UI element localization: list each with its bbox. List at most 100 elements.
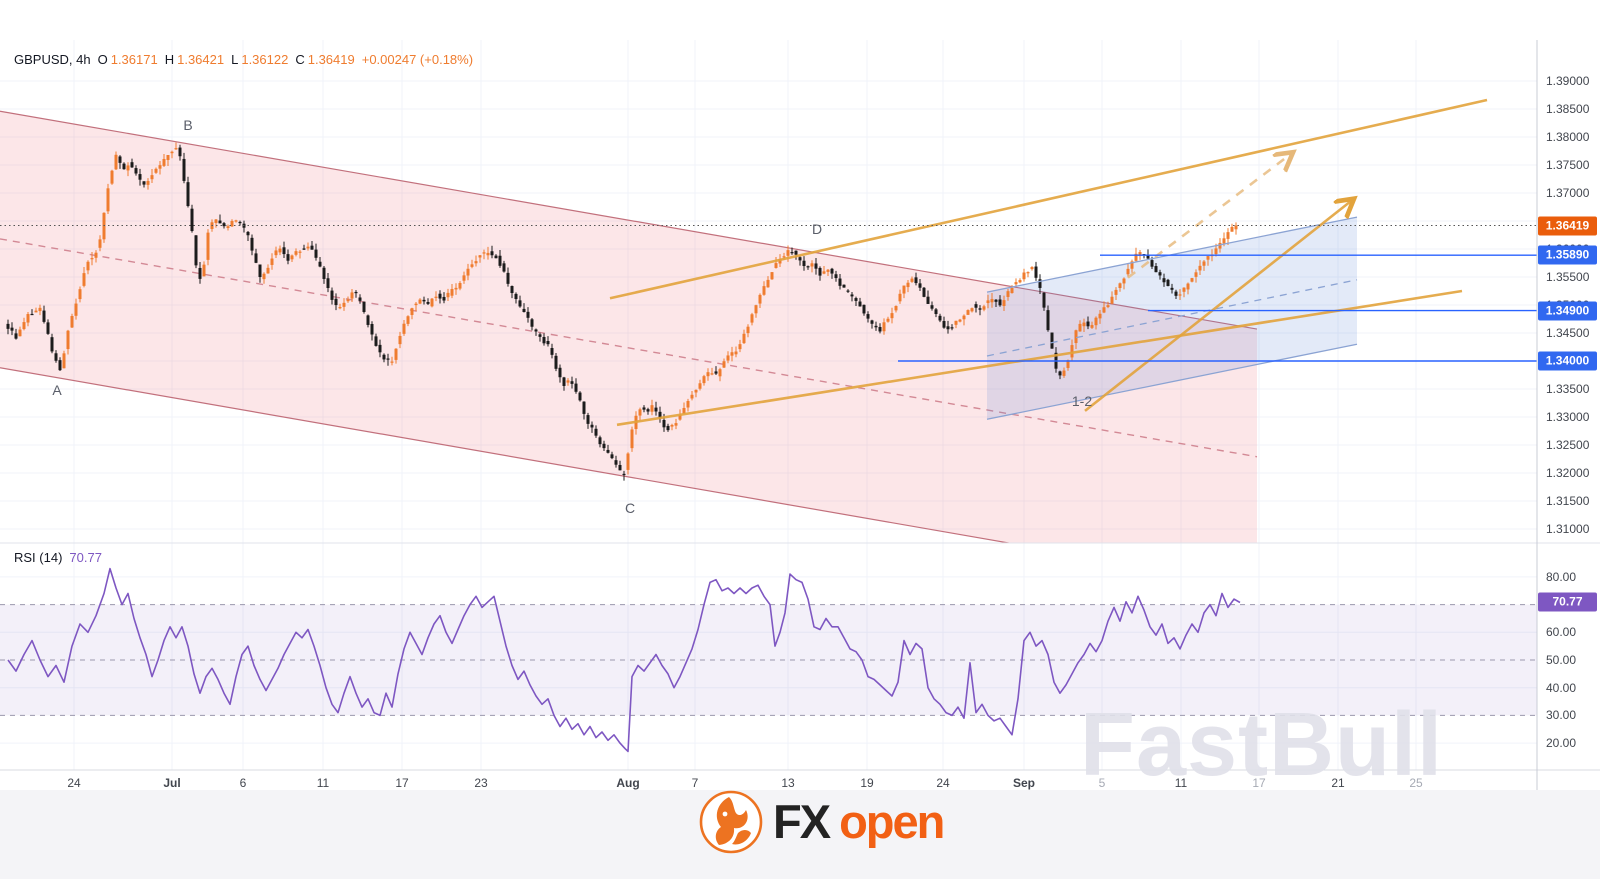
- candle: [1174, 291, 1178, 296]
- candle: [930, 305, 934, 309]
- candle: [98, 239, 102, 248]
- main-pane: A B C D 1-2: [0, 98, 1537, 586]
- candle: [182, 158, 186, 181]
- rsi-label: RSI (14): [14, 550, 63, 565]
- candle: [190, 208, 194, 232]
- candle: [234, 220, 238, 222]
- candle: [310, 245, 314, 250]
- candle: [938, 315, 942, 321]
- candle: [158, 165, 162, 169]
- candle: [370, 324, 374, 335]
- candle: [186, 182, 190, 207]
- candle: [54, 353, 58, 361]
- candle: [338, 307, 342, 309]
- candle: [26, 314, 30, 323]
- candle: [1234, 225, 1238, 230]
- candle: [1130, 261, 1134, 269]
- candle: [650, 405, 654, 412]
- candle: [1114, 289, 1118, 295]
- candle: [138, 174, 142, 180]
- dashed-projection-arrow[interactable]: [1127, 154, 1291, 279]
- lower-orange-trendline[interactable]: [616, 289, 1463, 427]
- candle: [262, 273, 266, 280]
- time-tick-label: 23: [474, 776, 488, 790]
- rsi-tick-label: 40.00: [1546, 680, 1577, 695]
- candle: [1166, 279, 1170, 286]
- candle: [886, 318, 890, 322]
- high-value: 1.36421: [177, 52, 225, 67]
- candle: [630, 429, 634, 449]
- low-value: 1.36122: [241, 52, 289, 67]
- descending-channel-lower-line[interactable]: [0, 367, 1257, 586]
- candle: [406, 316, 410, 324]
- ascending-channel-lower-line[interactable]: [986, 343, 1358, 420]
- candle: [502, 263, 506, 272]
- ascending-channel-median-line[interactable]: [986, 279, 1358, 357]
- candle: [1022, 272, 1026, 280]
- candle: [786, 250, 790, 256]
- candle: [354, 291, 358, 294]
- candle: [758, 294, 762, 304]
- level-price-badge: 1.34900: [1538, 301, 1597, 321]
- candle: [550, 348, 554, 355]
- logo-open-text: open: [839, 795, 945, 848]
- candle: [1154, 266, 1158, 273]
- candle: [146, 181, 150, 185]
- candle: [350, 292, 354, 299]
- candle: [922, 287, 926, 297]
- price-tick-label: 1.38000: [1546, 130, 1590, 144]
- candle: [862, 304, 866, 314]
- candle: [362, 301, 366, 312]
- candle: [394, 348, 398, 360]
- candle: [534, 329, 538, 332]
- upper-orange-trendline[interactable]: [609, 98, 1488, 300]
- close-label: C: [295, 52, 305, 67]
- candle: [1102, 307, 1106, 313]
- candle: [762, 286, 766, 295]
- candle: [958, 319, 962, 322]
- descending-channel-upper-line[interactable]: [0, 110, 1258, 330]
- candle: [1094, 317, 1098, 326]
- candle: [1198, 265, 1202, 271]
- descending-channel-median-line[interactable]: [0, 238, 1258, 458]
- candle: [30, 313, 34, 316]
- candle: [906, 282, 910, 288]
- candle: [1126, 268, 1130, 275]
- wave-label: C: [625, 500, 635, 516]
- candle: [850, 294, 854, 297]
- candle: [382, 354, 386, 360]
- candle: [790, 252, 794, 254]
- candle: [694, 389, 698, 393]
- candle: [1042, 292, 1046, 308]
- candle: [318, 261, 322, 267]
- candle: [326, 278, 330, 289]
- candle: [218, 220, 222, 224]
- candle: [330, 290, 334, 300]
- candle: [942, 321, 946, 328]
- candle: [1010, 287, 1014, 294]
- candle: [278, 248, 282, 253]
- candle: [286, 254, 290, 261]
- candle: [322, 267, 326, 279]
- candle: [170, 151, 174, 154]
- candle: [434, 296, 438, 298]
- projection-arrow[interactable]: [1084, 200, 1352, 412]
- time-tick-label: 6: [239, 776, 247, 790]
- candle: [742, 333, 746, 344]
- candle: [1106, 305, 1110, 308]
- candle: [594, 428, 598, 436]
- candle: [18, 329, 22, 337]
- candle: [1062, 370, 1066, 376]
- candle: [498, 255, 502, 266]
- candle: [1170, 287, 1174, 290]
- candle: [1118, 283, 1122, 289]
- time-tick-label: 24: [936, 776, 950, 790]
- candle: [670, 424, 674, 427]
- price-tick-label: 1.32500: [1546, 438, 1590, 452]
- time-tick-label: Jul: [163, 776, 181, 790]
- candle: [682, 407, 686, 414]
- candle: [342, 302, 346, 307]
- descending-channel-fill: [0, 111, 1257, 543]
